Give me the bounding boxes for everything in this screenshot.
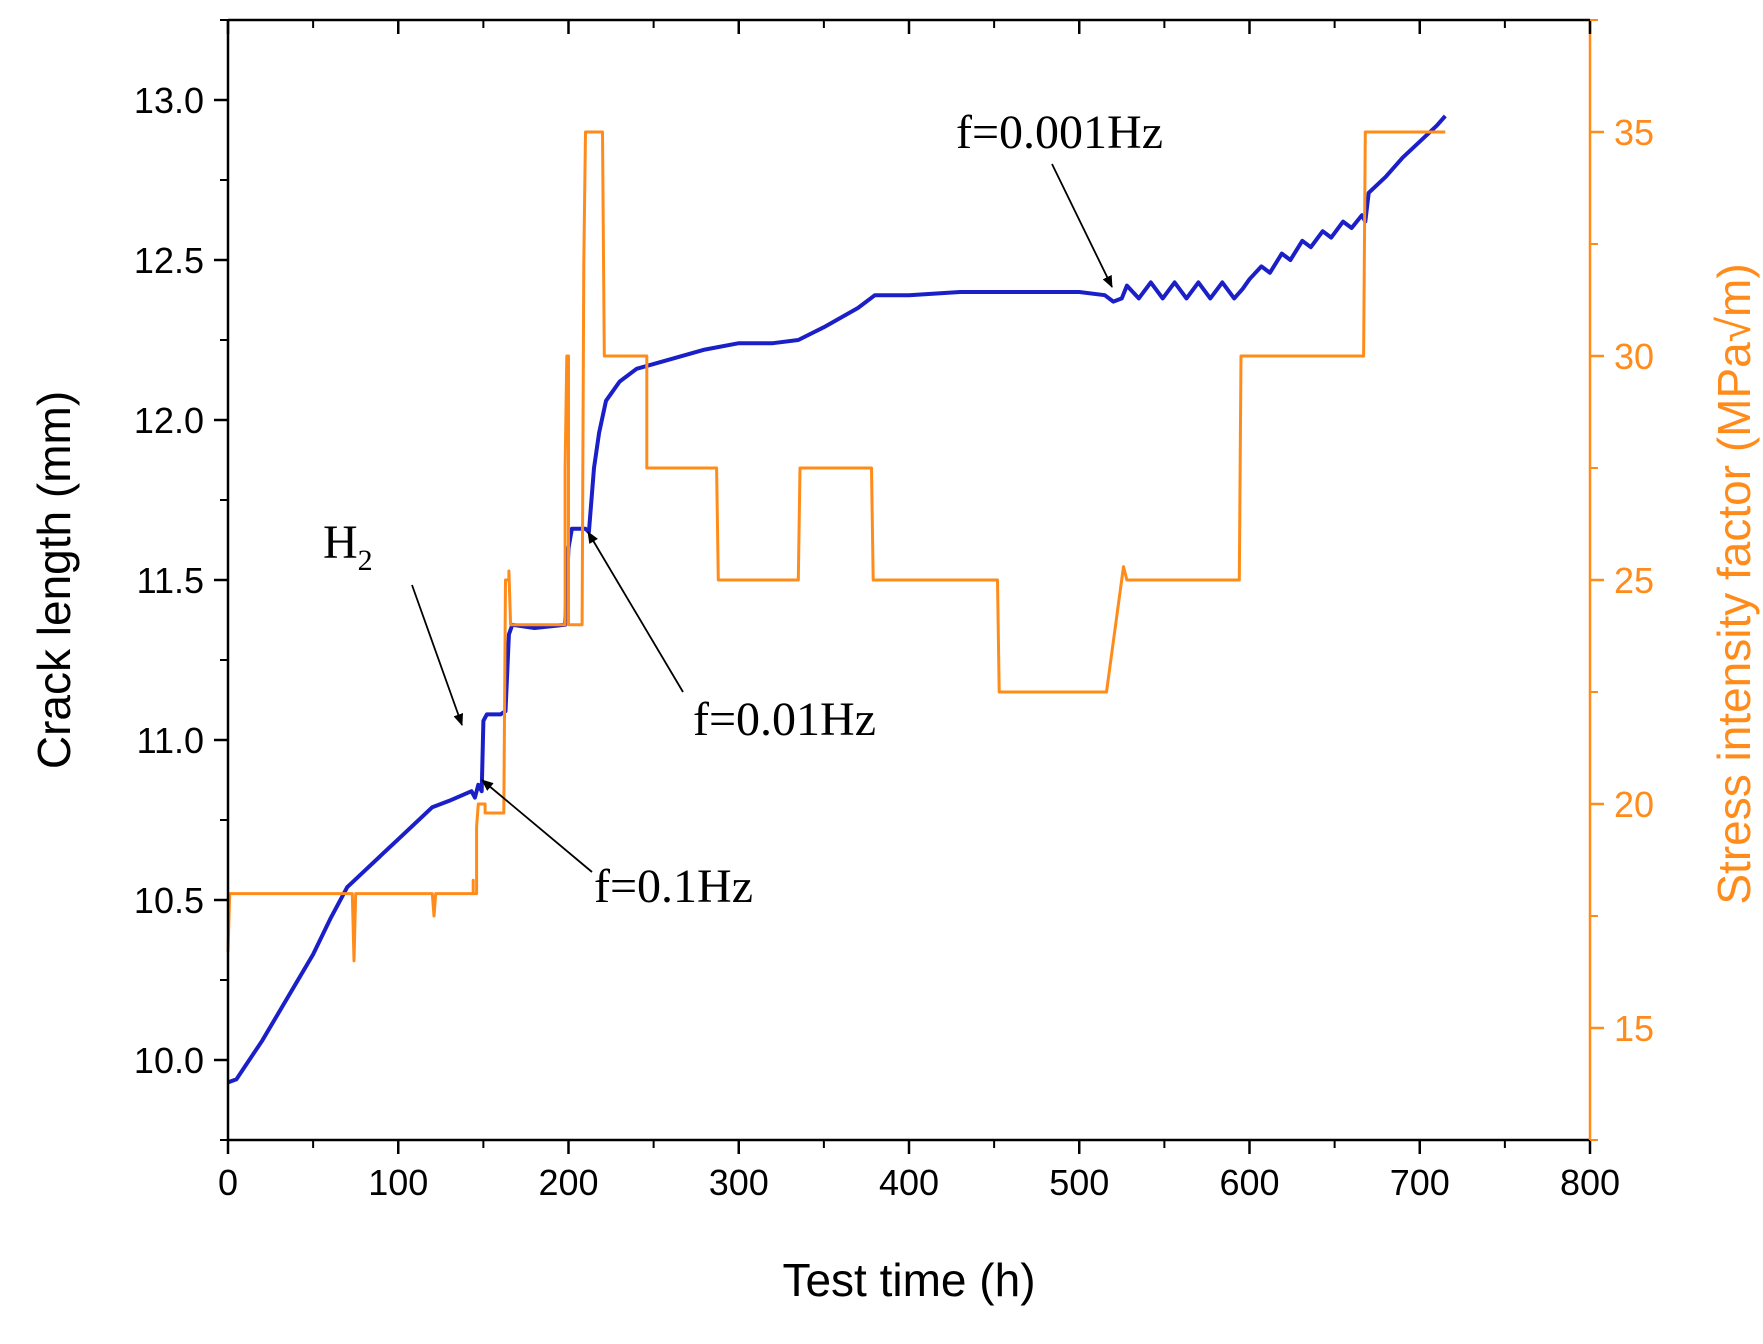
series-layer <box>226 114 1447 1085</box>
x-tick-label: 300 <box>709 1162 769 1203</box>
y-left-tick-label: 11.5 <box>137 560 204 601</box>
annotation-f01: f=0.1Hz <box>594 860 753 913</box>
x-tick-label: 500 <box>1049 1162 1109 1203</box>
x-tick-label: 0 <box>218 1162 238 1203</box>
annotation-h2: H2 <box>323 516 373 577</box>
y-right-tick-label: 15 <box>1614 1008 1654 1049</box>
y-left-tick-label: 10.0 <box>134 1040 204 1081</box>
annotation-f0001-arrow <box>1051 163 1113 288</box>
y-left-tick-label: 12.0 <box>134 400 204 441</box>
ticks-layer: 0 100 200 300 400 500 600 700 800 10.0 10.5 11.0 11.… <box>134 19 1654 1203</box>
y-left-tick-label: 11.0 <box>137 720 204 761</box>
crack-length-series <box>227 114 1447 1085</box>
x-tick-label: 600 <box>1219 1162 1279 1203</box>
stress-intensity-series <box>226 130 1446 963</box>
x-axis-label: Test time (h) <box>782 1254 1035 1306</box>
y-left-tick-label: 10.5 <box>134 880 204 921</box>
y-axis-left-label: Crack length (mm) <box>28 391 80 769</box>
annotation-f01-arrow <box>481 779 593 873</box>
x-tick-label: 700 <box>1390 1162 1450 1203</box>
annotation-f001: f=0.01Hz <box>693 693 876 746</box>
x-tick-label: 100 <box>368 1162 428 1203</box>
x-tick-label: 800 <box>1560 1162 1620 1203</box>
y-right-tick-label: 30 <box>1614 336 1654 377</box>
x-tick-label: 200 <box>538 1162 598 1203</box>
annotations-layer: H2 f=0.1Hz f=0.01Hz f=0.001Hz <box>323 106 1163 913</box>
y-axis-right-label: Stress intensity factor (MPa√m) <box>1708 263 1760 904</box>
plot-area <box>226 114 1447 1085</box>
x-tick-label: 400 <box>879 1162 939 1203</box>
annotation-f0001: f=0.001Hz <box>956 106 1163 159</box>
annotation-h2-arrow <box>411 584 464 726</box>
y-right-tick-label: 35 <box>1614 112 1654 153</box>
y-right-tick-label: 25 <box>1614 560 1654 601</box>
y-left-tick-label: 12.5 <box>134 240 204 281</box>
y-right-tick-label: 20 <box>1614 784 1654 825</box>
y-left-tick-label: 13.0 <box>134 80 204 121</box>
annotation-f001-arrow <box>587 531 684 693</box>
